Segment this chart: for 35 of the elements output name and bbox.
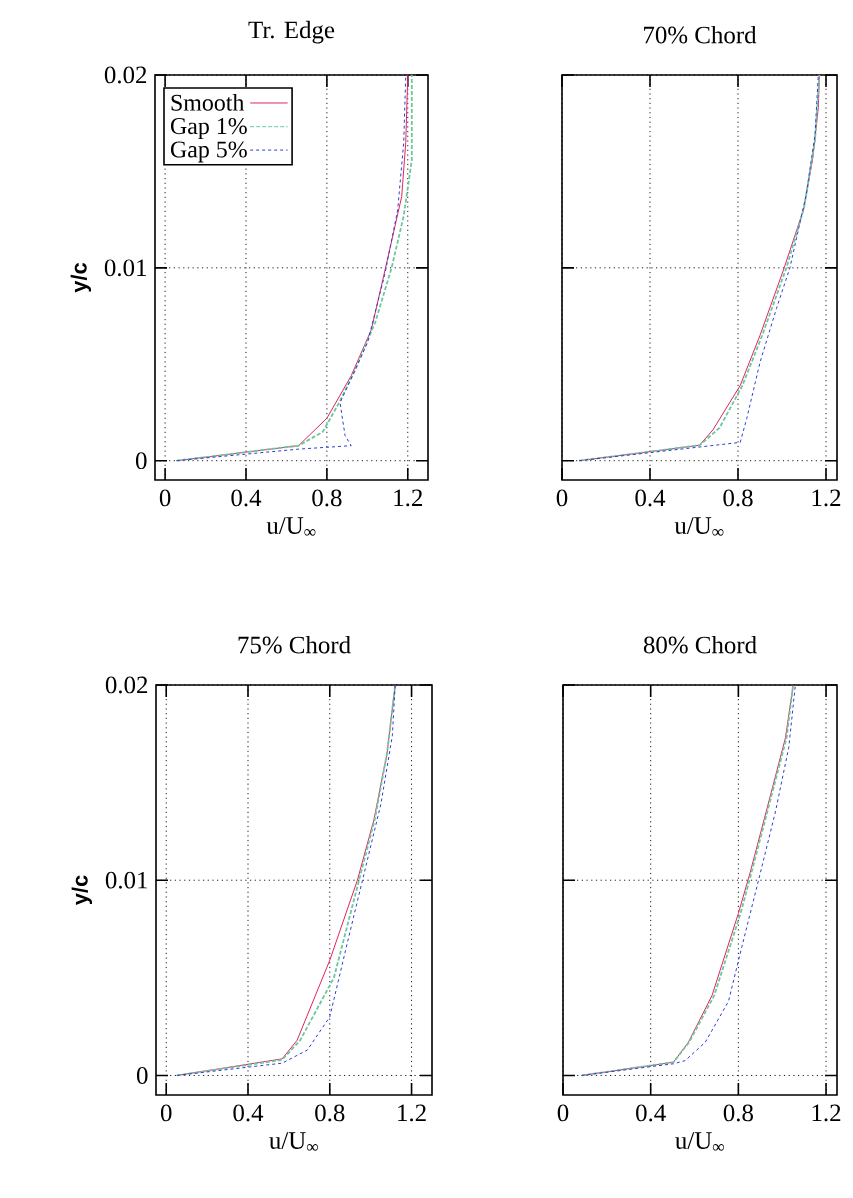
legend-label: Smooth bbox=[171, 93, 245, 111]
y-tick-label: 0 bbox=[136, 1067, 148, 1084]
x-tick-label: 1.2 bbox=[812, 1104, 841, 1122]
chart-title: 75% Chord bbox=[238, 635, 351, 654]
y-tick-label: 0.02 bbox=[105, 676, 148, 694]
legend-label: Gap 5% bbox=[170, 141, 247, 163]
y-axis-title: y/c bbox=[71, 875, 93, 906]
x-tick-label: 0.8 bbox=[312, 489, 342, 507]
legend-label: Gap 1% bbox=[170, 117, 247, 139]
x-tick-label: 0.4 bbox=[231, 489, 262, 507]
x-tick-label: 1.2 bbox=[812, 489, 841, 507]
chart-title: 70% Chord bbox=[644, 25, 757, 44]
x-axis-title: u/U$_{∞}$ bbox=[269, 1132, 318, 1151]
chart-title: 80% Chord bbox=[643, 635, 757, 654]
x-tick-label: 0.4 bbox=[635, 489, 666, 507]
y-tick-label: 0.01 bbox=[104, 259, 146, 277]
x-tick-label: 0 bbox=[557, 1104, 569, 1122]
x-axis-title: u/U$_{∞}$ bbox=[674, 517, 724, 536]
x-tick-label: 0.8 bbox=[723, 1104, 753, 1122]
x-tick-label: 0 bbox=[556, 489, 568, 507]
x-tick-label: 0.8 bbox=[723, 489, 753, 507]
x-axis-title: u/U$_{∞}$ bbox=[675, 1132, 724, 1151]
x-axis-title: u/U$_{∞}$ bbox=[266, 517, 316, 536]
x-tick-label: 0.4 bbox=[636, 1104, 666, 1122]
y-tick-label: 0.02 bbox=[104, 66, 147, 84]
x-tick-label: 1.2 bbox=[398, 1104, 426, 1122]
y-tick-label: 0.01 bbox=[105, 871, 147, 889]
x-tick-label: 0.8 bbox=[315, 1104, 345, 1122]
x-tick-label: 1.2 bbox=[394, 489, 422, 507]
y-axis-title: y/c bbox=[70, 262, 92, 293]
x-tick-label: 0 bbox=[160, 1104, 172, 1122]
x-tick-label: 0 bbox=[159, 489, 171, 507]
chart-title: Tr. Edge bbox=[248, 20, 335, 44]
x-tick-label: 0.4 bbox=[233, 1104, 264, 1122]
y-tick-label: 0 bbox=[135, 452, 147, 470]
